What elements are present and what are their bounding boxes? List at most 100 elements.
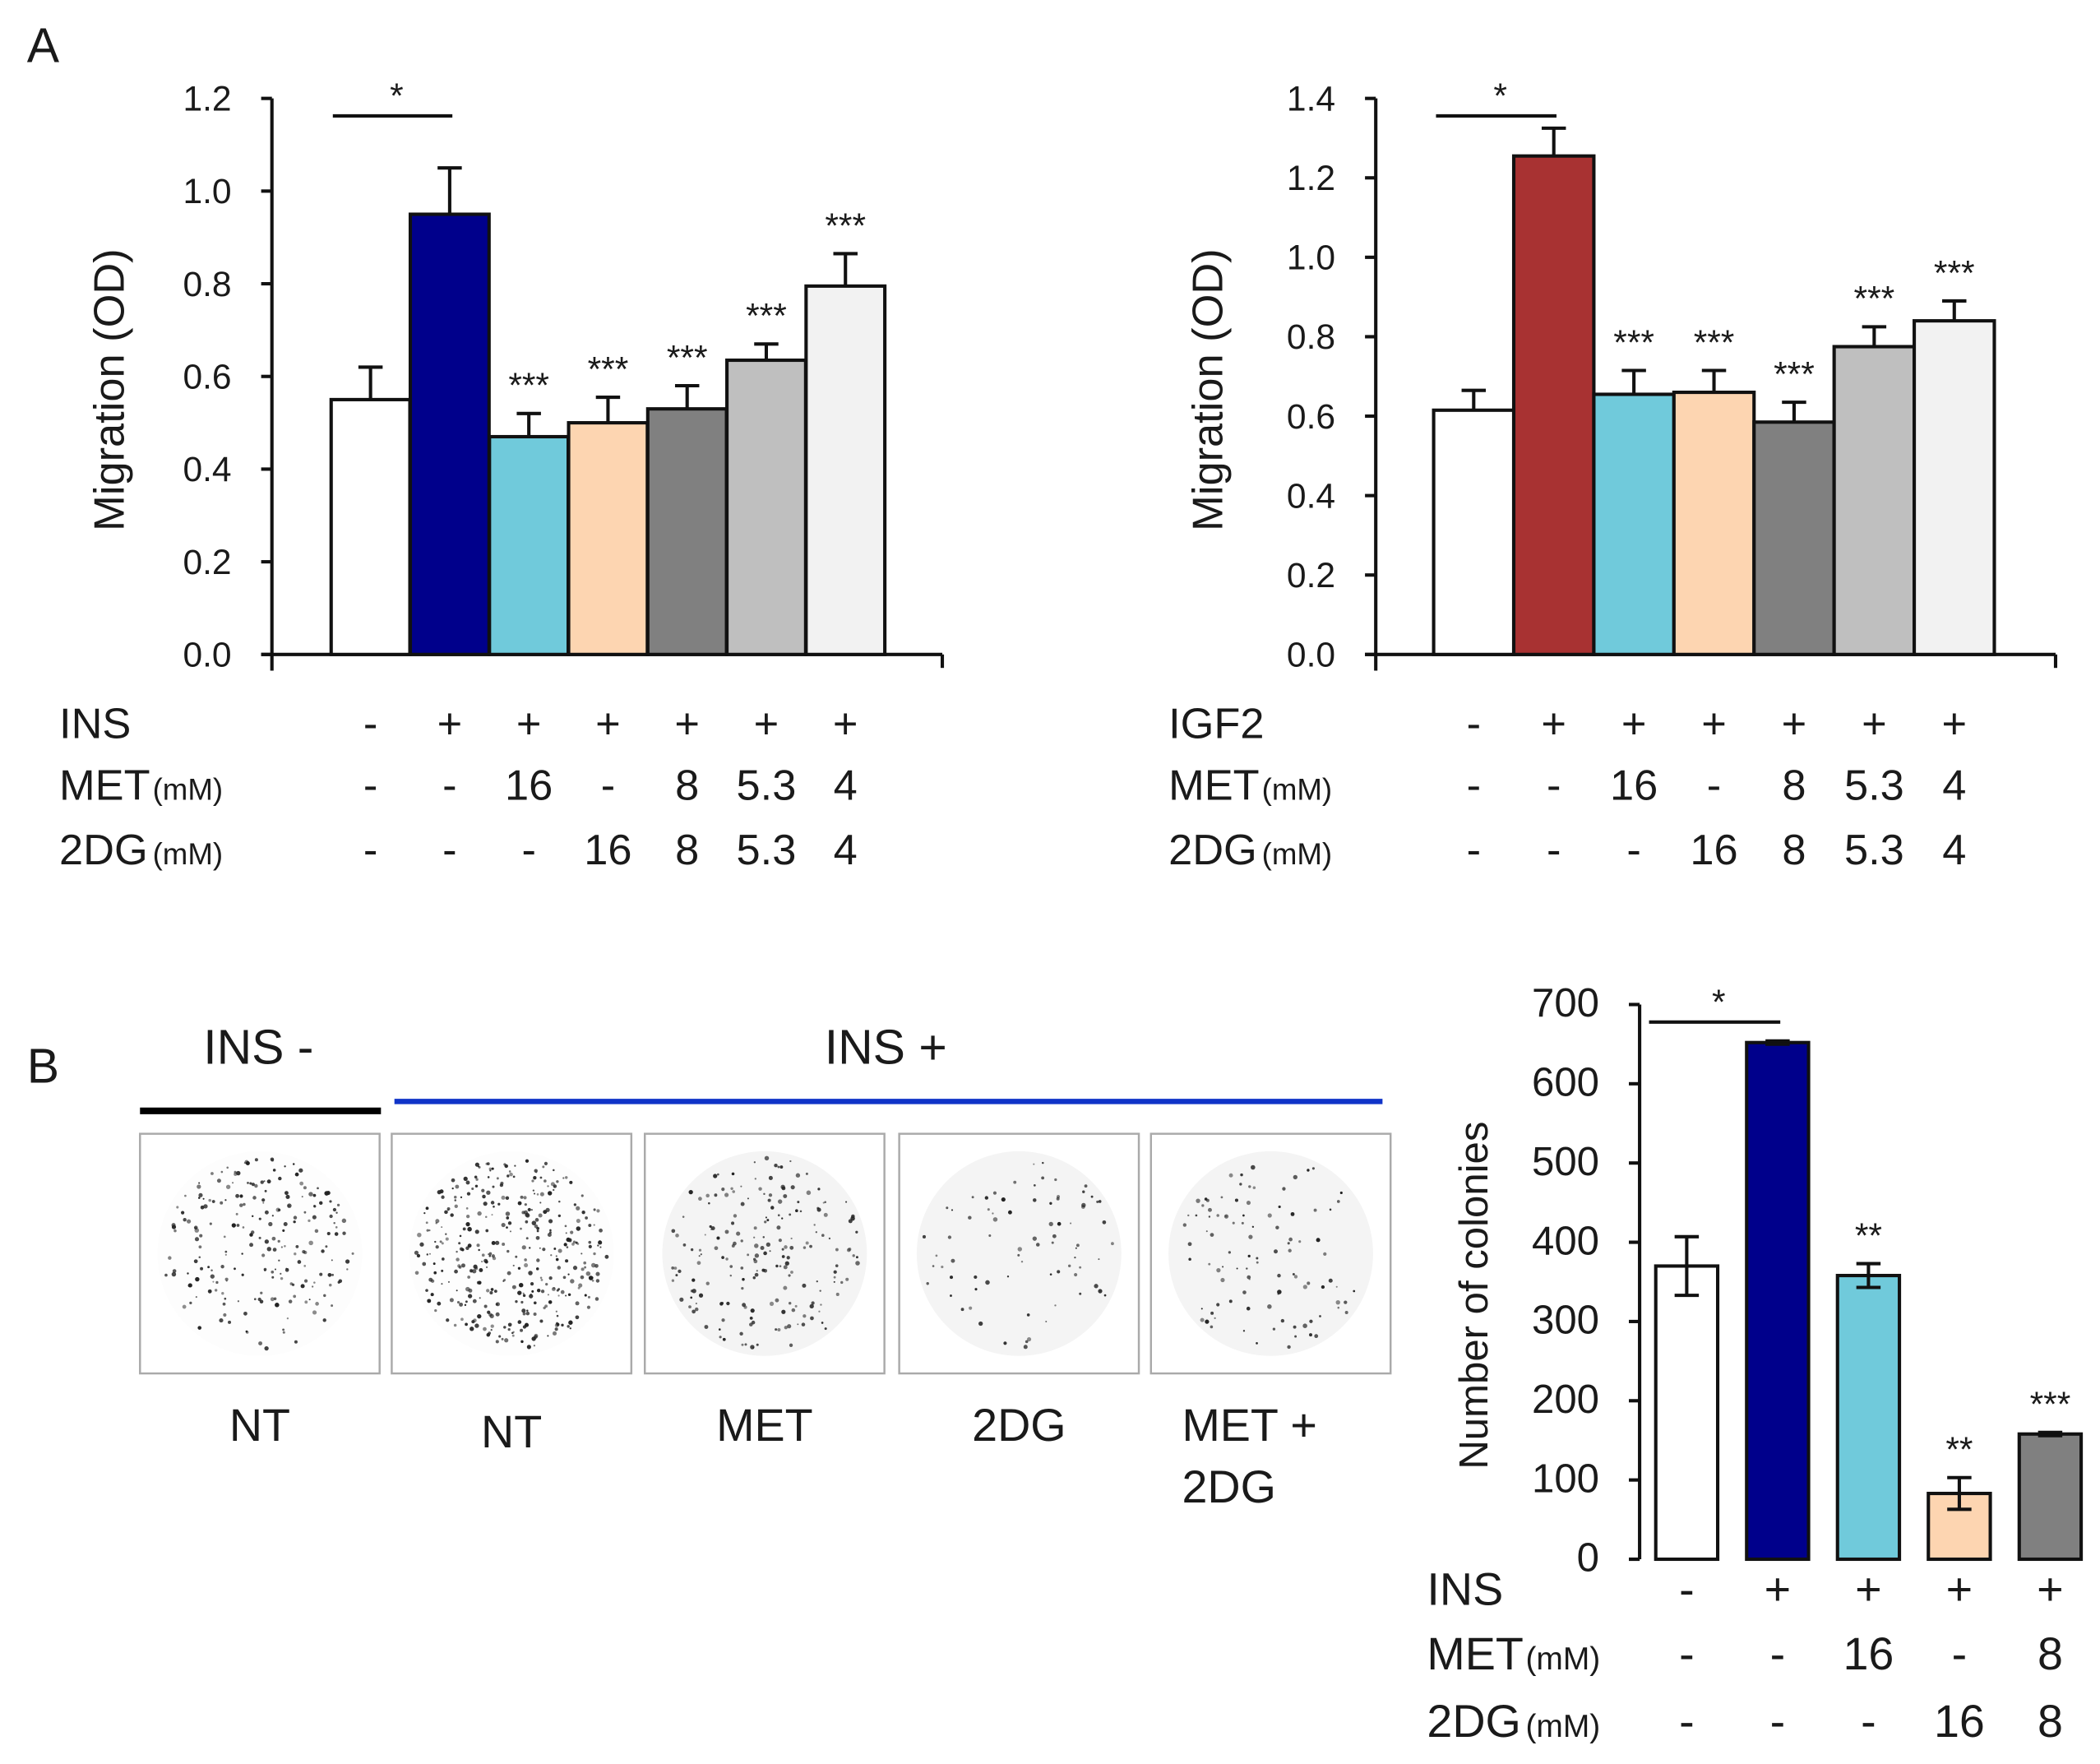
colony-dot [855, 1256, 858, 1259]
colony-dot [1051, 1241, 1054, 1244]
treatment-value: - [1467, 762, 1481, 810]
colony-dot [298, 1168, 303, 1173]
colony-dot [1222, 1266, 1224, 1268]
colony-dot [833, 1276, 836, 1279]
colony-dot [1293, 1325, 1297, 1329]
colony-dot [231, 1223, 236, 1228]
colony-dot [493, 1289, 497, 1293]
colony-dot [261, 1198, 266, 1202]
colony-dot [489, 1313, 494, 1318]
colony-dot [846, 1248, 851, 1252]
colony-dot [969, 1306, 973, 1310]
colony-dot [730, 1187, 733, 1190]
colony-dot [331, 1273, 334, 1276]
colony-dot [578, 1283, 583, 1288]
colony-dot [805, 1172, 808, 1175]
colony-dot [941, 1265, 944, 1269]
significance-label: *** [508, 366, 549, 405]
colony-dot [591, 1279, 594, 1282]
colony-dot [822, 1201, 825, 1204]
colony-dot [852, 1254, 855, 1257]
colony-dot [450, 1213, 454, 1217]
colony-dot [467, 1243, 472, 1248]
colony-dot [747, 1253, 750, 1257]
treatment-value: 4 [834, 826, 858, 874]
treatment-value: + [1782, 700, 1807, 748]
bar [329, 397, 412, 656]
group-label-ins-plus: INS + [825, 1021, 947, 1075]
colony-dot [219, 1318, 224, 1323]
colony-dot [471, 1187, 474, 1191]
colony-dot [266, 1179, 271, 1184]
colony-dot [507, 1322, 512, 1327]
well-plate [1168, 1151, 1373, 1356]
colony-dot [542, 1248, 546, 1252]
colony-dot [575, 1241, 578, 1244]
colony-dot [1057, 1221, 1062, 1226]
colony-dot [198, 1245, 202, 1249]
colony-dot [465, 1322, 468, 1326]
colony-dot [337, 1280, 340, 1284]
colony-dot [512, 1175, 516, 1178]
colony-dot [263, 1180, 266, 1183]
colony-dot [526, 1309, 529, 1313]
bar [488, 434, 571, 656]
colony-dot [688, 1305, 692, 1308]
colony-dot [302, 1249, 306, 1254]
colony-dot [198, 1256, 201, 1259]
treatment-value: 4 [1942, 762, 1966, 810]
colony-dot [294, 1252, 297, 1256]
colony-dot [671, 1266, 675, 1270]
colony-dot [533, 1345, 536, 1347]
colony-dot [783, 1265, 788, 1270]
colony-dot [1195, 1214, 1198, 1217]
treatment-value: - [1547, 762, 1561, 810]
colony-dot [308, 1219, 311, 1223]
colony-dot [673, 1266, 678, 1270]
colony-dot [946, 1206, 949, 1210]
colony-dot [187, 1283, 192, 1288]
colony-dot [1293, 1275, 1298, 1279]
colony-dot [984, 1196, 988, 1200]
colony-dot [756, 1270, 758, 1272]
colony-dot [1336, 1200, 1340, 1203]
colony-dot [845, 1277, 849, 1281]
colony-dot [234, 1172, 238, 1176]
colony-dot [992, 1191, 997, 1195]
colony-dot [285, 1194, 290, 1199]
colony-dot [775, 1298, 779, 1303]
colony-dot [280, 1276, 284, 1280]
colony-dot [486, 1190, 491, 1195]
colony-dot [515, 1299, 518, 1303]
colony-dot [719, 1302, 724, 1306]
colony-dot [488, 1254, 492, 1257]
colony-dot [1210, 1233, 1214, 1237]
colony-dot [253, 1298, 257, 1301]
colony-dot [1329, 1208, 1332, 1211]
colony-dot [539, 1319, 544, 1323]
colony-dot [731, 1172, 735, 1176]
colony-dot [441, 1257, 445, 1261]
colony-dot [535, 1171, 538, 1174]
colony-dot [1017, 1247, 1022, 1252]
treatment-row-label: MET [1427, 1628, 1523, 1679]
colony-dot [1048, 1221, 1053, 1227]
colony-dot [434, 1308, 437, 1313]
colony-dot [971, 1196, 974, 1199]
colony-dot [548, 1276, 553, 1280]
colony-dot [319, 1201, 323, 1206]
colony-dot [331, 1304, 334, 1308]
colony-dot [485, 1162, 488, 1165]
colony-dot [502, 1280, 505, 1282]
colony-dot [481, 1253, 485, 1257]
colony-dot [762, 1236, 766, 1239]
colony-dot [506, 1174, 510, 1178]
colony-dot [506, 1249, 510, 1253]
colony-dot [1216, 1267, 1221, 1273]
colony-dot [272, 1248, 277, 1252]
colony-dot [459, 1302, 464, 1307]
colony-dot [1054, 1304, 1057, 1307]
colony-dot [1098, 1258, 1100, 1261]
colony-dot [540, 1278, 544, 1281]
colony-dot [293, 1215, 298, 1220]
